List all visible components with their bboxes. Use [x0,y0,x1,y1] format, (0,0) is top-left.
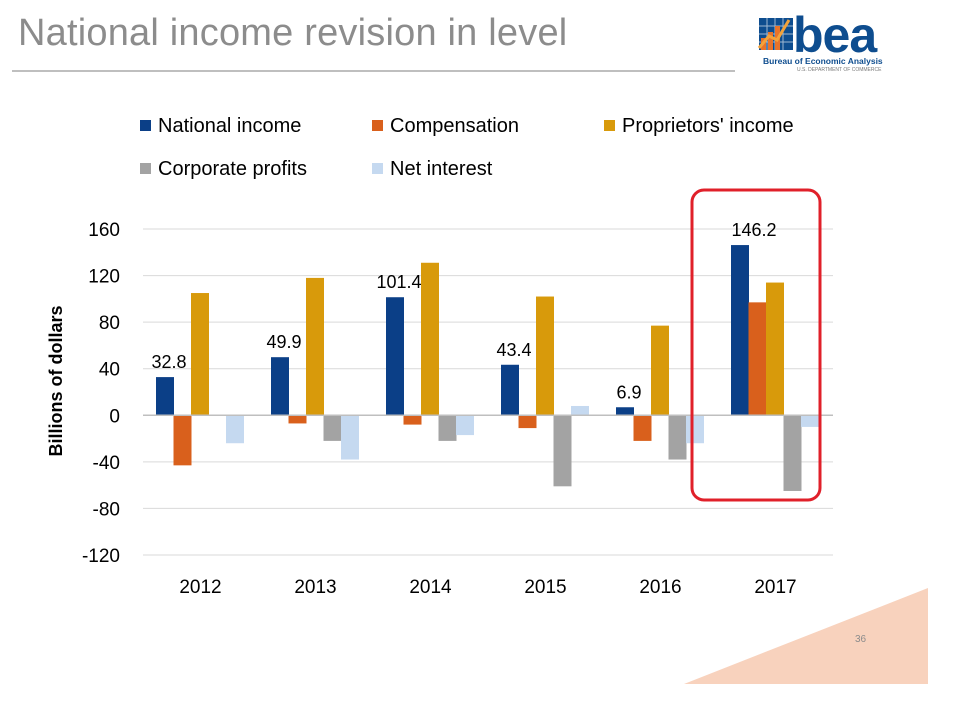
legend-swatch [372,120,383,131]
bar-compensation [748,302,767,416]
logo-word: bea [793,7,877,63]
data-label: 101.4 [376,272,421,292]
data-label: 49.9 [266,332,301,352]
bar-net-interest [341,415,359,460]
y-tick-label: 120 [88,267,120,288]
x-tick-label: 2015 [524,577,566,598]
legend-label: Corporate profits [158,158,307,180]
logo-mark-icon [757,18,793,50]
x-tick-label: 2012 [179,577,221,598]
legend-label: Compensation [390,115,519,137]
bar-proprietors-income [766,282,784,416]
y-tick-label: -120 [82,546,120,567]
bar-compensation [173,415,192,466]
bar-corporate-profits [438,415,457,441]
logo-subtitle: Bureau of Economic Analysis [763,56,883,66]
legend-label: Net interest [390,158,493,180]
legend-swatch [604,120,615,131]
bar-national-income [156,377,174,416]
legend-label: Proprietors' income [622,115,794,137]
x-tick-label: 2013 [294,577,336,598]
bar-corporate-profits [783,415,802,491]
bar-compensation [403,415,422,425]
x-tick-label: 2014 [409,577,452,598]
x-tick-label: 2016 [639,577,681,598]
bar-compensation [518,415,537,429]
data-label: 6.9 [616,382,641,402]
bea-logo: bea Bureau of Economic Analysis U.S. DEP… [755,7,885,74]
y-tick-label: 40 [99,360,120,381]
bar-national-income [386,297,404,416]
y-tick-label: -40 [93,453,120,474]
bar-national-income [731,245,749,416]
y-tick-label: -80 [93,499,120,520]
highlight-box [690,188,822,502]
bar-proprietors-income [191,293,209,416]
legend-swatch [372,163,383,174]
y-axis-label: Billions of dollars [46,305,66,456]
bar-proprietors-income [536,296,554,416]
bar-proprietors-income [651,325,669,416]
y-tick-label: 80 [99,313,120,334]
legend-swatch [140,163,151,174]
x-tick-label: 2017 [754,577,796,598]
bar-net-interest [226,415,244,444]
bar-net-interest [456,415,474,436]
bar-proprietors-income [306,277,324,416]
logo-department: U.S. DEPARTMENT OF COMMERCE [797,67,882,73]
title-divider [12,70,735,72]
bar-proprietors-income [421,262,439,416]
data-label: 146.2 [731,220,776,240]
bar-national-income [501,364,519,416]
page-title: National income revision in level [18,12,568,54]
page-number: 36 [855,634,867,645]
bar-national-income [271,357,289,416]
y-tick-label: 160 [88,220,120,241]
data-label: 32.8 [151,352,186,372]
bar-corporate-profits [323,415,342,441]
bar-net-interest [686,415,704,444]
legend-swatch [140,120,151,131]
y-tick-label: 0 [109,406,120,427]
legend-label: National income [158,115,301,137]
bar-corporate-profits [668,415,687,460]
bar-net-interest [801,415,819,427]
data-label: 43.4 [496,340,531,360]
bar-compensation [288,415,307,424]
bar-compensation [633,415,652,441]
bar-corporate-profits [553,415,572,487]
bar-national-income [616,407,634,416]
bar-net-interest [571,405,589,416]
